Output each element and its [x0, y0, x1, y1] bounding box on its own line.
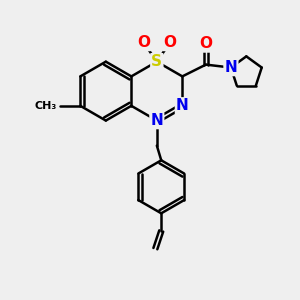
Text: N: N [176, 98, 189, 113]
Text: O: O [164, 35, 177, 50]
Text: O: O [137, 35, 150, 50]
Text: S: S [151, 54, 162, 69]
Text: N: N [224, 60, 237, 75]
Text: CH₃: CH₃ [34, 101, 57, 111]
Text: N: N [151, 113, 163, 128]
Text: O: O [200, 37, 212, 52]
